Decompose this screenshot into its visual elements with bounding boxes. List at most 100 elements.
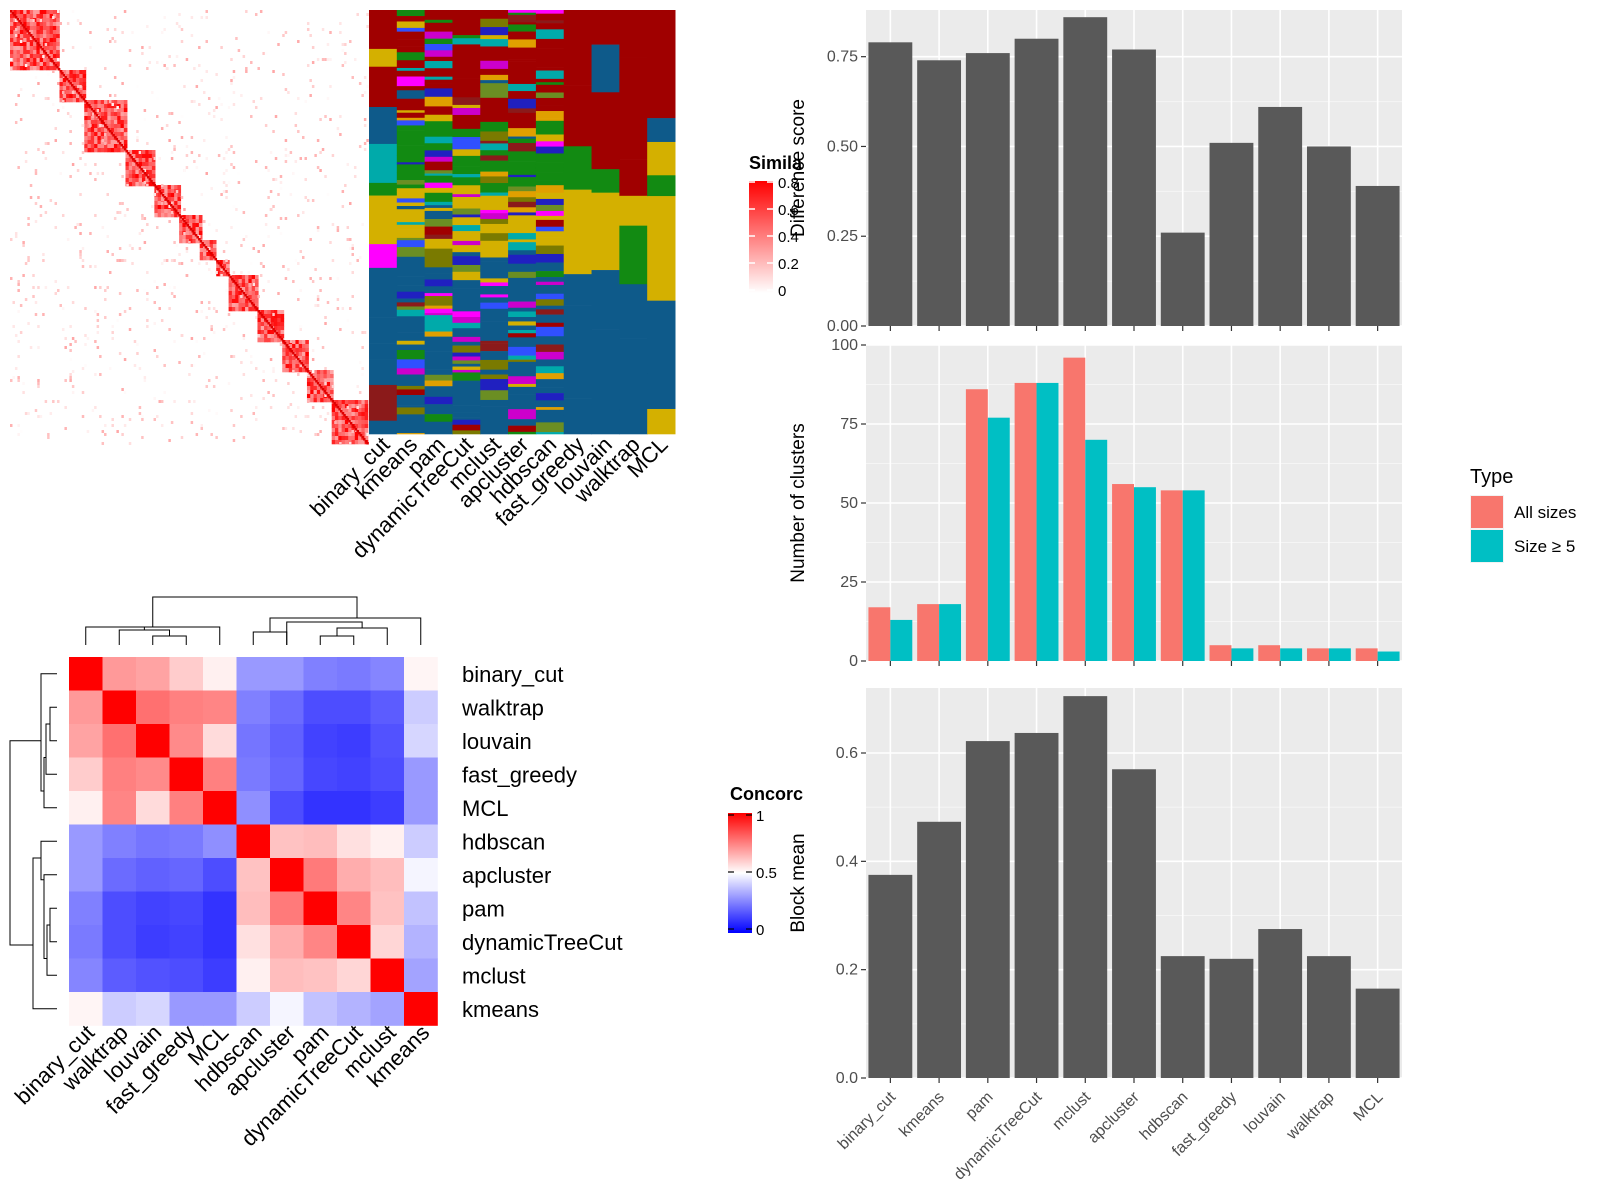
- similarity-cell: [13, 62, 17, 67]
- similarity-cell: [128, 418, 132, 421]
- similarity-cell: [198, 227, 203, 232]
- cluster-assignment-cell: [480, 399, 509, 407]
- similarity-cell: [330, 390, 334, 395]
- cluster-assignment-cell: [563, 249, 593, 275]
- cluster-assignment-cell: [452, 412, 481, 418]
- similarity-cell: [280, 310, 285, 315]
- cluster-assignment-cell: [424, 396, 453, 405]
- similarity-cell: [227, 106, 231, 109]
- similarity-cell: [104, 298, 107, 301]
- similarity-cell: [335, 440, 339, 445]
- similarity-cell: [138, 232, 142, 235]
- cluster-assignment-cell: [563, 398, 593, 435]
- similarity-diagonal-cell: [168, 202, 171, 205]
- similarity-cell: [361, 367, 364, 370]
- cluster-assignment-cell: [424, 83, 453, 89]
- similarity-cell: [366, 394, 369, 397]
- similarity-cell: [277, 226, 280, 229]
- similarity-cell: [254, 291, 259, 296]
- similarity-cell: [46, 26, 50, 31]
- similarity-cell: [94, 163, 97, 166]
- similarity-cell: [198, 262, 201, 265]
- similarity-cell: [302, 352, 306, 357]
- concordance-cell: [270, 992, 304, 1026]
- similarity-cell: [338, 400, 342, 405]
- cluster-assignment-cell: [508, 207, 537, 213]
- similarity-cell: [227, 148, 231, 151]
- cluster-assignment-cell: [480, 209, 509, 214]
- similarity-cell: [206, 252, 210, 257]
- similarity-cell: [110, 128, 115, 133]
- similarity-cell: [138, 170, 143, 175]
- similarity-diagonal-cell: [183, 220, 186, 223]
- cluster-assignment-cell: [452, 68, 481, 72]
- similarity-cell: [344, 412, 349, 417]
- similarity-cell: [285, 356, 290, 361]
- similarity-cell: [16, 50, 21, 55]
- similarity-cell: [251, 291, 256, 296]
- similarity-cell: [203, 91, 206, 94]
- similarity-cell: [351, 436, 356, 441]
- similarity-cell: [69, 349, 72, 352]
- similarity-cell: [123, 358, 127, 361]
- similarity-cell: [305, 352, 309, 357]
- similarity-cell: [179, 235, 183, 240]
- similarity-cell: [49, 22, 54, 27]
- cluster-assignment-cell: [508, 22, 537, 25]
- similarity-cell: [182, 235, 187, 240]
- similarity-cell: [123, 120, 128, 125]
- concordance-cell: [169, 891, 204, 926]
- similarity-cell: [52, 400, 55, 403]
- similarity-cell: [331, 416, 336, 421]
- cluster-assignment-cell: [396, 298, 426, 303]
- similarity-cell: [164, 185, 168, 190]
- similarity-cell: [104, 142, 107, 145]
- similarity-cell: [56, 46, 60, 51]
- similarity-cell: [71, 91, 75, 94]
- similarity-cell: [19, 46, 24, 51]
- cluster-assignment-cell: [396, 285, 426, 290]
- similarity-cell: [148, 46, 152, 49]
- similarity-cell: [282, 364, 286, 369]
- cluster-assignment-cell: [591, 404, 620, 435]
- cluster-assignment-cell: [480, 390, 509, 401]
- similarity-cell: [100, 104, 105, 109]
- similarity-diagonal-cell: [325, 392, 328, 395]
- cluster-assignment-cell: [424, 394, 453, 398]
- similarity-cell: [242, 337, 246, 340]
- similarity-diagonal-cell: [302, 364, 305, 367]
- similarity-diagonal-cell: [132, 158, 135, 161]
- similarity-cell: [117, 148, 121, 153]
- cluster-assignment-cell: [508, 271, 537, 279]
- cluster-assignment-cell: [452, 295, 481, 301]
- similarity-diagonal-cell: [181, 218, 185, 221]
- concordance-cell: [337, 690, 371, 725]
- cluster-assignment-cell: [508, 191, 537, 198]
- similarity-cell: [146, 271, 149, 274]
- similarity-cell: [277, 314, 281, 319]
- similarity-cell: [29, 37, 33, 40]
- similarity-cell: [39, 34, 44, 39]
- similarity-cell: [47, 142, 50, 145]
- cluster-assignment-cell: [563, 274, 593, 306]
- similarity-cell: [205, 316, 208, 319]
- similarity-cell: [34, 409, 38, 412]
- bar: [1280, 648, 1303, 661]
- cluster-assignment-cell: [396, 291, 426, 299]
- similarity-cell: [277, 310, 281, 315]
- similarity-cell: [294, 415, 298, 418]
- similarity-cell: [320, 370, 324, 375]
- cluster-assignment-cell: [508, 68, 537, 78]
- similarity-cell: [52, 46, 57, 51]
- similarity-cell: [341, 436, 346, 441]
- similarity-cell: [230, 82, 233, 85]
- similarity-cell: [128, 150, 133, 155]
- cluster-assignment-cell: [452, 60, 481, 70]
- similarity-cell: [104, 67, 107, 70]
- similarity-cell: [168, 112, 171, 115]
- similarity-cell: [94, 340, 97, 343]
- cluster-assignment-cell: [424, 173, 453, 176]
- similarity-cell: [302, 256, 305, 259]
- similarity-cell: [72, 70, 77, 75]
- similarity-cell: [66, 94, 70, 99]
